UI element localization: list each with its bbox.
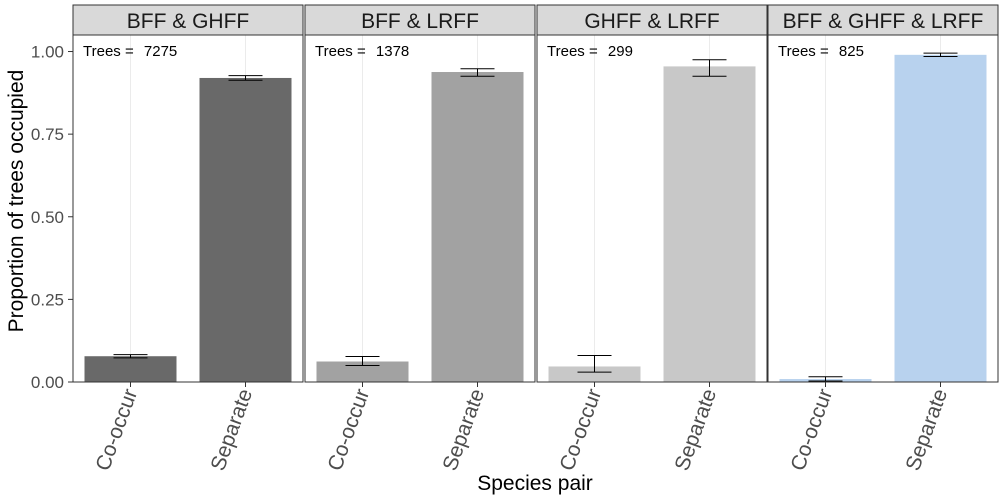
error-bar: [808, 376, 843, 382]
error-bar: [923, 52, 958, 57]
bar-separate: [894, 54, 987, 382]
trees-label: Trees =: [315, 43, 370, 60]
panel-border: [304, 34, 536, 383]
panel-title: BFF & GHFF & LRFF: [783, 10, 984, 33]
trees-annotation: Trees = 1378: [315, 43, 409, 60]
error-bar: [692, 59, 727, 77]
panel-3: GHFF & LRFF Trees = 299 Co-occur Separate: [536, 4, 768, 474]
error-bar: [113, 354, 148, 359]
y-axis-title: Proportion of trees occupied: [5, 70, 28, 333]
x-tick-label: Co-occur: [786, 386, 837, 474]
panel-title: GHFF & LRFF: [584, 10, 719, 33]
error-bar: [228, 75, 263, 81]
bar-separate: [199, 77, 292, 382]
x-axis-title: Species pair: [477, 472, 593, 495]
trees-label: Trees =: [83, 43, 138, 60]
trees-value: 825: [839, 43, 864, 60]
x-tick-label: Separate: [670, 386, 721, 474]
bar-separate: [663, 66, 756, 383]
trees-annotation: Trees = 299: [547, 43, 633, 60]
error-bar: [460, 68, 495, 77]
trees-annotation: Trees = 825: [778, 43, 864, 60]
trees-value: 299: [608, 43, 633, 60]
x-tick-label: Co-occur: [323, 386, 374, 474]
y-tick-label: 0.75: [31, 125, 64, 144]
panel-1: BFF & GHFF Trees = 7275 Co-occur Separate: [72, 4, 304, 474]
panel-strip: [536, 4, 768, 36]
x-tick-label: Co-occur: [555, 386, 606, 474]
trees-value: 1378: [376, 43, 409, 60]
x-tick-label: Separate: [438, 386, 489, 474]
panel-title: BFF & GHFF: [127, 10, 250, 33]
error-bar: [345, 356, 380, 366]
error-bar: [577, 355, 612, 373]
panel-border: [72, 34, 304, 383]
panel-4: BFF & GHFF & LRFF Trees = 825 Co-occur Sepa…: [767, 4, 999, 474]
x-tick-label: Separate: [206, 386, 257, 474]
bar-co-occur: [548, 366, 641, 382]
panel-strip: [72, 4, 304, 36]
panel-border: [767, 34, 999, 383]
y-tick-label: 0.25: [31, 290, 64, 309]
trees-label: Trees =: [778, 43, 833, 60]
y-tick-label: 1.00: [31, 43, 64, 62]
trees-annotation: Trees = 7275: [83, 43, 177, 60]
bar-separate: [431, 72, 524, 382]
y-tick-label: 0.50: [31, 208, 64, 227]
panel-2: BFF & LRFF Trees = 1378 Co-occur Separate: [304, 4, 536, 474]
bar-co-occur: [316, 361, 409, 382]
trees-value: 7275: [144, 43, 177, 60]
panel-border: [536, 34, 768, 383]
y-tick-label: 0.00: [31, 373, 64, 392]
x-tick-label: Separate: [901, 386, 952, 474]
bar-co-occur: [84, 356, 177, 382]
panel-title: BFF & LRFF: [361, 10, 479, 33]
trees-label: Trees =: [547, 43, 602, 60]
x-tick-label: Co-occur: [91, 386, 142, 474]
panel-strip: [767, 4, 999, 36]
y-axis: 0.00 0.25 0.50 0.75 1.00: [31, 43, 73, 392]
